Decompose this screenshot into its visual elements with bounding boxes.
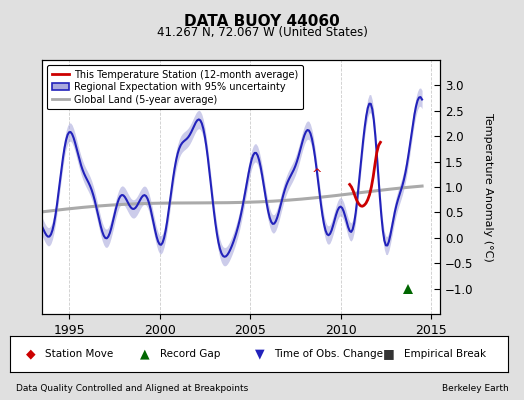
Text: ^: ^ — [312, 168, 322, 181]
Text: Station Move: Station Move — [46, 349, 114, 359]
Text: Record Gap: Record Gap — [160, 349, 220, 359]
Text: DATA BUOY 44060: DATA BUOY 44060 — [184, 14, 340, 29]
Text: 41.267 N, 72.067 W (United States): 41.267 N, 72.067 W (United States) — [157, 26, 367, 39]
Legend: This Temperature Station (12-month average), Regional Expectation with 95% uncer: This Temperature Station (12-month avera… — [47, 65, 303, 110]
Y-axis label: Temperature Anomaly (°C): Temperature Anomaly (°C) — [483, 113, 493, 261]
Text: Time of Obs. Change: Time of Obs. Change — [275, 349, 384, 359]
Text: Data Quality Controlled and Aligned at Breakpoints: Data Quality Controlled and Aligned at B… — [16, 384, 248, 393]
Text: ■: ■ — [383, 348, 395, 360]
Text: ◆: ◆ — [26, 348, 35, 360]
Text: ▼: ▼ — [255, 348, 264, 360]
Text: ▲: ▲ — [140, 348, 150, 360]
Text: Empirical Break: Empirical Break — [403, 349, 486, 359]
Text: Berkeley Earth: Berkeley Earth — [442, 384, 508, 393]
